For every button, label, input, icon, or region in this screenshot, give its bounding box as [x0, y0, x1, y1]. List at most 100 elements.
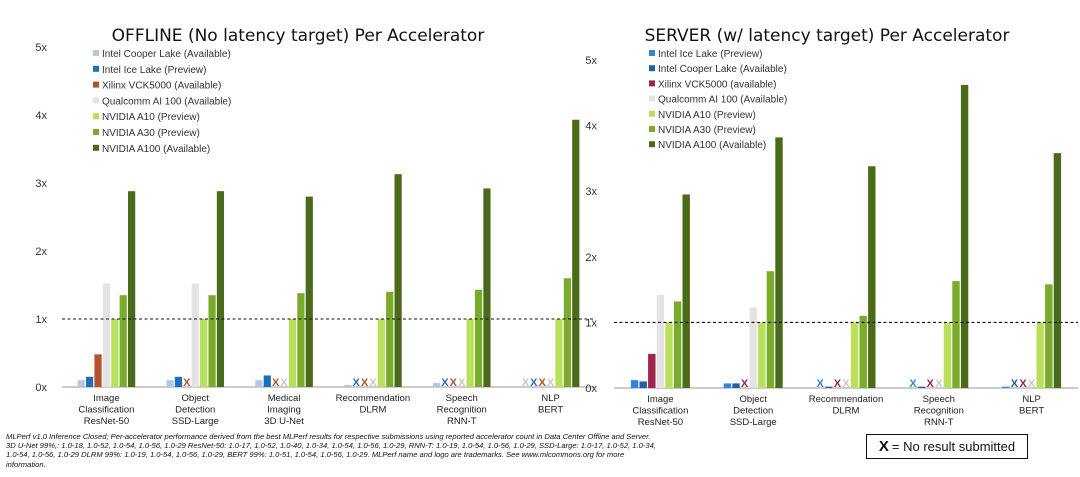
- y-tick-label: 1x: [585, 317, 597, 329]
- bar-nvidia-a30-preview-: [859, 315, 867, 388]
- legend-swatch: [93, 65, 99, 72]
- bar-xilinx-vck5000-available-: [94, 354, 102, 387]
- x-category-label: RNN-T: [447, 416, 477, 427]
- bar-nvidia-a30-preview-: [952, 281, 960, 388]
- x-category-label: Recommendation: [809, 394, 883, 405]
- bar-intel-ice-lake-preview-: [174, 376, 183, 387]
- no-result-mark: X: [522, 377, 530, 389]
- legend-swatch: [649, 50, 655, 56]
- y-tick-label: 2x: [585, 252, 597, 264]
- x-category-label: Detection: [175, 405, 215, 416]
- bar-nvidia-a10-preview-: [111, 319, 119, 387]
- legend-label: Intel Ice Lake (Preview): [102, 65, 207, 76]
- bar-intel-cooper-lake-available-: [639, 381, 647, 388]
- no-result-x-icon: X: [878, 438, 889, 455]
- x-category-label: 3D U-Net: [264, 416, 304, 427]
- legend-label: NVIDIA A10 (Preview): [102, 112, 200, 123]
- bar-intel-ice-lake-preview-: [630, 380, 639, 388]
- legend-swatch: [93, 129, 99, 135]
- x-category-label: NLP: [541, 393, 559, 404]
- no-result-mark: X: [842, 378, 850, 390]
- bar-intel-cooper-lake-available-: [77, 380, 85, 387]
- y-tick-label: 0x: [35, 382, 47, 394]
- legend-swatch: [649, 95, 655, 102]
- bar-nvidia-a100-available-: [305, 196, 313, 387]
- legend-label: Qualcomm AI 100 (Available): [102, 96, 231, 107]
- bar-nvidia-a30-preview-: [297, 293, 305, 387]
- x-category-label: Classification: [78, 405, 134, 416]
- bar-nvidia-a30-preview-: [474, 289, 483, 387]
- legend-swatch: [649, 80, 655, 87]
- bar-nvidia-a30-preview-: [386, 291, 394, 387]
- y-tick-label: 3x: [35, 178, 47, 190]
- bar-nvidia-a100-available-: [216, 191, 225, 387]
- y-tick-label: 0x: [585, 383, 597, 395]
- bar-intel-cooper-lake-available-: [825, 386, 833, 388]
- legend-label: Qualcomm AI 100 (Available): [658, 95, 787, 106]
- no-result-mark: X: [1028, 378, 1036, 390]
- bar-intel-ice-lake-preview-: [723, 383, 732, 388]
- bar-nvidia-a30-preview-: [766, 271, 775, 388]
- legend-swatch: [93, 50, 99, 56]
- no-result-mark: X: [450, 377, 458, 389]
- x-category-label: Speech: [446, 393, 478, 404]
- no-result-mark: X: [935, 378, 943, 390]
- bar-nvidia-a100-available-: [128, 191, 136, 387]
- no-result-mark: X: [369, 377, 377, 389]
- legend-swatch: [93, 113, 99, 120]
- footnote: MLPerf v1.0 Inference Closed; Per-accele…: [6, 432, 656, 469]
- y-tick-label: 4x: [585, 121, 597, 133]
- bar-intel-cooper-lake-available-: [166, 380, 174, 387]
- no-result-mark: X: [834, 378, 842, 390]
- legend-label: NVIDIA A30 (Preview): [102, 128, 200, 139]
- bar-qualcomm-ai-100-available-: [102, 283, 111, 387]
- chart-2: SERVER (w/ latency target) Per Accelerat…: [585, 26, 1078, 428]
- bar-nvidia-a10-preview-: [555, 319, 563, 387]
- legend-label: NVIDIA A30 (Preview): [658, 125, 756, 136]
- x-category-label: SSD-Large: [730, 417, 777, 428]
- bar-nvidia-a10-preview-: [758, 322, 766, 388]
- bar-xilinx-vck5000-available-: [648, 353, 656, 388]
- bar-nvidia-a100-available-: [868, 166, 876, 388]
- legend-swatch: [649, 65, 655, 72]
- bar-nvidia-a100-available-: [394, 174, 402, 387]
- bar-intel-ice-lake-preview-: [263, 375, 271, 387]
- x-category-label: Imaging: [267, 405, 301, 416]
- legend-label: Intel Cooper Lake (Available): [102, 49, 231, 60]
- x-category-label: Recognition: [914, 406, 964, 417]
- y-tick-label: 4x: [35, 110, 47, 122]
- bar-nvidia-a30-preview-: [563, 278, 571, 387]
- no-result-mark: X: [280, 377, 288, 389]
- no-result-mark: X: [817, 378, 825, 390]
- x-category-label: Recommendation: [336, 393, 410, 404]
- legend-swatch: [649, 141, 655, 148]
- legend-label: Xilinx VCK5000 (Available): [102, 81, 221, 92]
- chart-title: SERVER (w/ latency target) Per Accelerat…: [645, 26, 1010, 46]
- y-tick-label: 3x: [585, 186, 597, 198]
- x-category-label: Object: [182, 393, 210, 404]
- bar-nvidia-a10-preview-: [850, 322, 859, 388]
- no-result-mark: X: [361, 377, 369, 389]
- y-tick-label: 5x: [35, 42, 47, 54]
- no-result-mark: X: [1011, 378, 1019, 390]
- x-category-label: Recognition: [437, 405, 487, 416]
- no-result-mark: X: [741, 378, 749, 390]
- no-result-mark: X: [547, 377, 555, 389]
- bar-nvidia-a10-preview-: [1036, 322, 1044, 388]
- bar-nvidia-a30-preview-: [1045, 284, 1053, 388]
- chart-1: OFFLINE (No latency target) Per Accelera…: [35, 26, 595, 427]
- bar-intel-cooper-lake-available-: [432, 382, 441, 387]
- bar-nvidia-a10-preview-: [288, 319, 297, 387]
- bar-nvidia-a10-preview-: [466, 319, 474, 387]
- bar-nvidia-a30-preview-: [119, 295, 127, 387]
- x-category-label: Image: [647, 394, 673, 405]
- no-result-mark: X: [927, 378, 935, 390]
- x-category-label: ResNet-50: [638, 417, 683, 428]
- bar-nvidia-a100-available-: [960, 84, 969, 388]
- x-category-label: Image: [93, 393, 119, 404]
- no-result-mark: X: [272, 377, 280, 389]
- no-result-mark: X: [909, 378, 917, 390]
- bar-nvidia-a100-available-: [682, 194, 690, 388]
- y-tick-label: 1x: [35, 314, 47, 326]
- y-tick-label: 5x: [585, 55, 597, 67]
